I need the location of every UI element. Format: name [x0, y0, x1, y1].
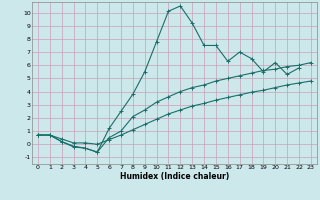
X-axis label: Humidex (Indice chaleur): Humidex (Indice chaleur): [120, 172, 229, 181]
